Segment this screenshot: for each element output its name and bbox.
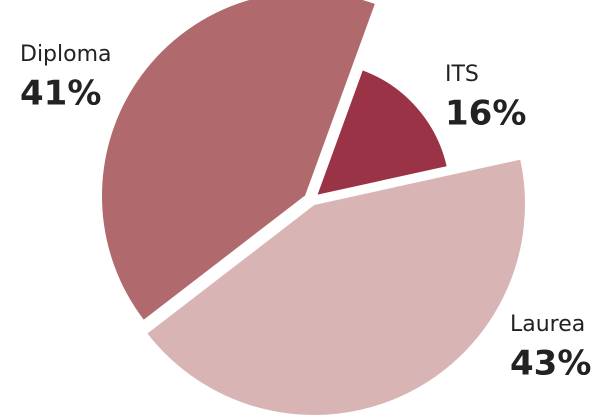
slice-label: ITS: [445, 62, 479, 87]
pie-slice: [314, 67, 450, 198]
slice-value: 16%: [445, 94, 526, 134]
slice-label: Diploma: [20, 42, 112, 67]
slice-label: Laurea: [510, 312, 585, 337]
pie-slice: [100, 0, 378, 323]
slice-value: 43%: [510, 344, 591, 384]
pie-slice: [144, 157, 527, 417]
slice-value: 41%: [20, 74, 101, 114]
